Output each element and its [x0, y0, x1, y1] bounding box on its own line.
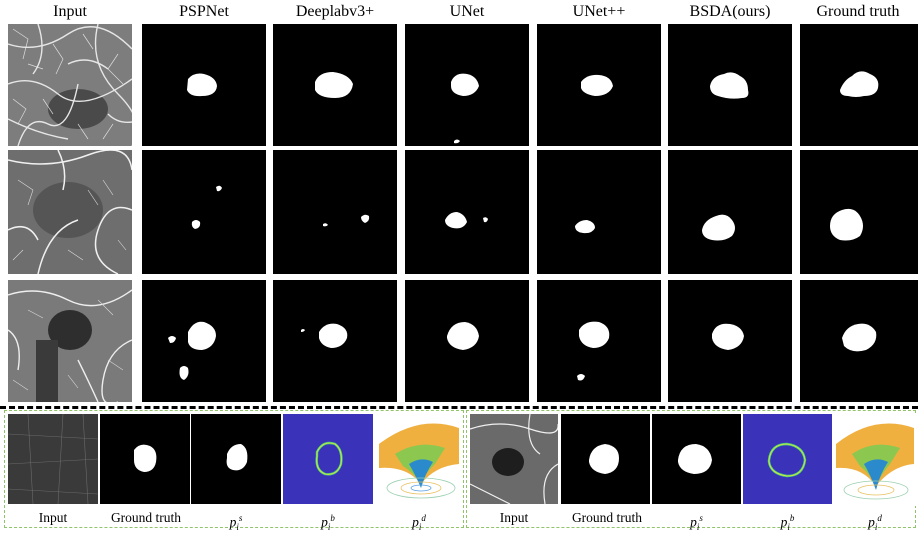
row1-bsda-mask — [668, 24, 792, 146]
panel1-input-image — [8, 414, 98, 504]
caption-ground-truth-left: Ground truth — [110, 510, 182, 525]
row2-deeplabv3-mask — [273, 150, 397, 274]
panel2-pd-surface — [834, 414, 916, 506]
panel2-pb-heatmap — [743, 414, 832, 504]
row1-unet-mask — [405, 24, 529, 146]
row2-pspnet-mask — [142, 150, 266, 274]
caption-pb-left: pib — [321, 513, 335, 533]
row1-deeplabv3-mask — [273, 24, 397, 146]
panel1-ps-mask — [191, 414, 281, 504]
row1-pspnet-mask — [142, 24, 266, 146]
caption-input-left: Input — [38, 510, 68, 525]
caption-pd-right: pid — [868, 513, 882, 533]
row3-unet-mask — [405, 280, 529, 402]
row2-unetpp-mask — [537, 150, 661, 274]
caption-ps-left: pis — [229, 513, 243, 533]
row3-ground-truth-mask — [800, 280, 918, 402]
col-header-unet: UNet — [449, 3, 485, 20]
row2-unet-mask — [405, 150, 529, 274]
bottom-panel-left — [4, 410, 464, 528]
panel1-ground-truth-mask — [100, 414, 190, 504]
col-header-ground-truth: Ground truth — [816, 3, 900, 20]
caption-ps-right: pis — [690, 513, 703, 533]
col-header-input: Input — [53, 3, 87, 20]
caption-ground-truth-right: Ground truth — [571, 510, 643, 525]
caption-input-right: Input — [499, 510, 529, 525]
row3-deeplabv3-mask — [273, 280, 397, 402]
row3-input-image — [8, 280, 132, 402]
panel2-input-image — [470, 414, 558, 504]
row3-bsda-mask — [668, 280, 792, 402]
row2-ground-truth-mask — [800, 150, 918, 274]
row3-pspnet-mask — [142, 280, 266, 402]
panel1-pd-surface — [375, 414, 463, 506]
row2-bsda-mask — [668, 150, 792, 274]
row1-input-image — [8, 24, 132, 146]
dashed-separator — [0, 406, 918, 409]
col-header-bsda: BSDA(ours) — [689, 3, 771, 20]
panel2-ground-truth-mask — [561, 414, 650, 504]
row2-input-image — [8, 150, 132, 274]
row1-unetpp-mask — [537, 24, 661, 146]
caption-pd-left: pid — [412, 513, 426, 533]
panel1-pb-heatmap — [283, 414, 373, 504]
col-header-unetpp: UNet++ — [572, 3, 626, 20]
row1-ground-truth-mask — [800, 24, 918, 146]
row3-unetpp-mask — [537, 280, 661, 402]
col-header-pspnet: PSPNet — [179, 3, 229, 20]
panel2-ps-mask — [652, 414, 741, 504]
caption-pb-right: pib — [780, 513, 795, 533]
col-header-deeplabv3: Deeplabv3+ — [295, 3, 375, 20]
